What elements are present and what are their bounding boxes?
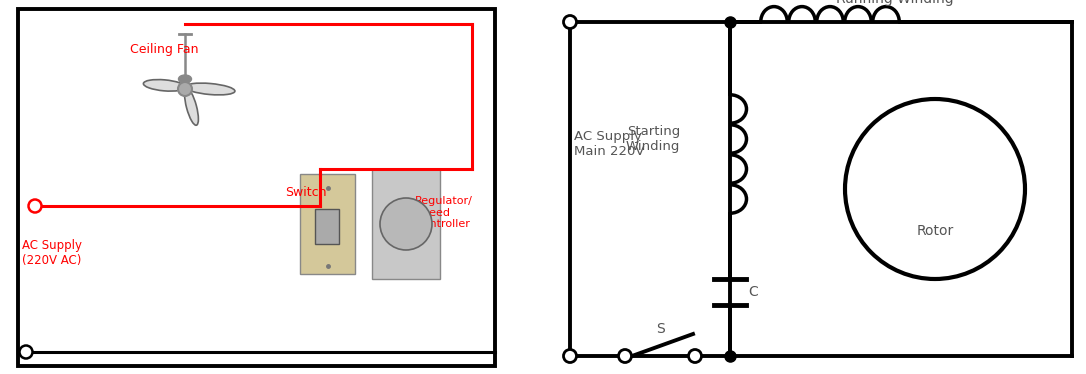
Text: Regulator/
Speed
Controller: Regulator/ Speed Controller bbox=[415, 196, 472, 229]
Bar bbox=[18, 9, 495, 366]
Circle shape bbox=[28, 199, 41, 212]
Text: C: C bbox=[748, 285, 758, 299]
Circle shape bbox=[689, 349, 702, 362]
Ellipse shape bbox=[178, 75, 191, 83]
Text: Starting
Winding: Starting Winding bbox=[626, 125, 680, 153]
Text: Ceiling Fan: Ceiling Fan bbox=[130, 43, 199, 56]
Circle shape bbox=[564, 349, 577, 362]
Circle shape bbox=[619, 349, 631, 362]
Bar bbox=[300, 174, 355, 274]
Circle shape bbox=[178, 82, 192, 96]
Ellipse shape bbox=[185, 89, 199, 125]
Text: AC Supply
(220V AC): AC Supply (220V AC) bbox=[22, 239, 83, 267]
Circle shape bbox=[20, 346, 33, 359]
Ellipse shape bbox=[185, 83, 235, 95]
Text: S: S bbox=[656, 322, 665, 336]
Text: Running Winding: Running Winding bbox=[836, 0, 954, 6]
Text: Switch: Switch bbox=[285, 186, 327, 199]
Text: Rotor: Rotor bbox=[917, 224, 954, 238]
Ellipse shape bbox=[143, 80, 186, 91]
Bar bbox=[372, 169, 440, 279]
Text: AC Supply
Main 220V: AC Supply Main 220V bbox=[574, 130, 644, 158]
Circle shape bbox=[564, 15, 577, 28]
Bar bbox=[315, 209, 339, 244]
Circle shape bbox=[845, 99, 1025, 279]
Circle shape bbox=[380, 198, 432, 250]
